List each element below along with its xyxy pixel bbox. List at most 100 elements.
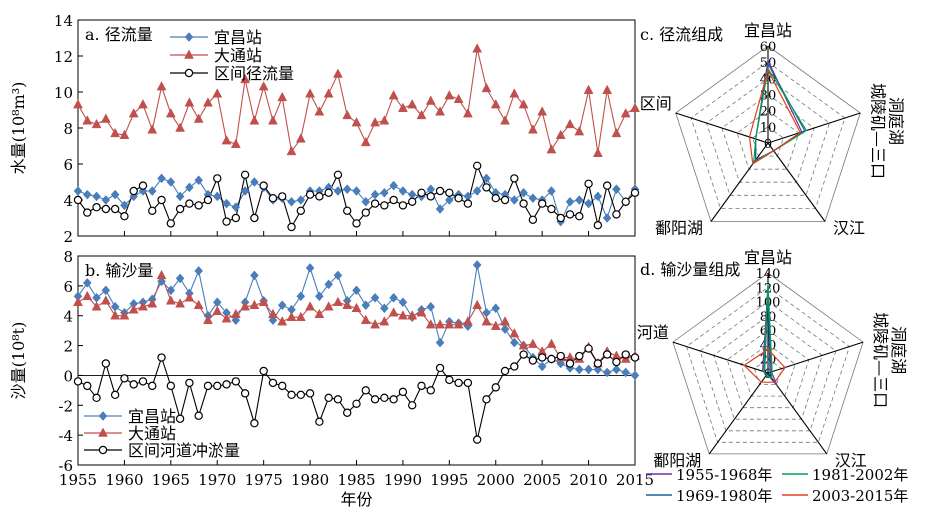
panel-a-series-0-point: [147, 186, 157, 196]
radar-c-axis-label: 宜昌站: [744, 21, 792, 40]
panel-a-series-1-point: [249, 115, 260, 125]
panel-a-series-1-point: [425, 95, 436, 105]
panel-a-series-1-point: [509, 88, 520, 98]
panel-b-series-0-point: [370, 292, 380, 303]
panel-a-series-1-point: [147, 124, 158, 134]
radar-d-tick-label: 80: [760, 310, 777, 325]
panel-b-ylabel: 沙量(10⁸t): [9, 322, 28, 400]
radar-d-tick-label: 140: [756, 267, 781, 282]
panel-b-series-0-point: [426, 301, 436, 312]
radar-c-axis-label: 区间: [640, 94, 672, 113]
panel-a-series-0-point: [380, 187, 389, 198]
panel-a-series-2-point: [547, 204, 556, 214]
radar-c-axis-label: 汉江: [833, 218, 865, 237]
panel-b-series-2-point: [240, 389, 250, 398]
panel-a-series-0-point: [231, 202, 241, 213]
radar-c-axis-label: 鄱阳湖: [655, 218, 703, 237]
panel-b-series-0-point: [333, 270, 343, 281]
panel-a-series-2-point: [380, 201, 389, 210]
panel-b-series-2-point: [166, 381, 176, 391]
panel-a-series-0-point: [509, 195, 519, 205]
panel-a-series-1-point: [518, 99, 529, 109]
panel-b-xtick-label: 1980: [291, 471, 329, 489]
panel-a-series-1-point: [128, 108, 139, 118]
panel-b-series-2-point: [612, 357, 621, 367]
panel-b-series-1-point: [305, 301, 315, 311]
panel-b-xtick-label: 1970: [198, 471, 236, 489]
panel-a-series-0-point: [157, 173, 166, 184]
panel-b-series-2-point: [213, 381, 222, 391]
panel-b-ytick-label: -4: [58, 427, 73, 445]
panel-b-series-2-point: [259, 366, 268, 376]
panel-b-series-1-point: [249, 299, 260, 310]
panel-a-series-0-point: [110, 189, 120, 200]
panel-b-series-0-point: [194, 266, 204, 276]
panel-a-series-1-point: [221, 135, 232, 145]
panel-b-xtick-label: 1990: [384, 471, 422, 489]
panel-b-series-2-point: [426, 386, 435, 395]
panel-b-series-1-point: [212, 305, 223, 315]
panel-b-series-2-point: [537, 353, 547, 362]
radar-c-tick-label: 20: [760, 105, 777, 120]
panel-b-series-1-point: [509, 328, 520, 338]
panel-b-legend-marker: [98, 445, 108, 455]
panel-b-series-2-point: [380, 393, 389, 403]
panel-b-xtick-label: 1985: [337, 471, 375, 489]
panel-a-series-1-point: [193, 113, 204, 123]
panel-a-series-2-point: [138, 181, 148, 190]
panel-a-series-1-point: [565, 118, 575, 129]
panel-a-series-2-point: [259, 181, 268, 190]
radar-legend-label: 1969-1980年: [676, 487, 772, 505]
panel-a-series-2-point: [575, 211, 584, 221]
panel-b-series-0-point: [435, 337, 445, 348]
panel-b-series-2-point: [92, 393, 101, 403]
panel-a-series-1-point: [370, 117, 380, 127]
panel-a-legend-marker: [184, 32, 194, 42]
panel-a-series-1-point: [444, 90, 455, 100]
panel-b-series-1-point: [435, 319, 445, 329]
panel-b-series-2-point: [231, 377, 241, 386]
panel-a-series-2-point: [472, 161, 482, 170]
panel-b-series-1-point: [110, 310, 121, 320]
panel-b-series-2-point: [278, 381, 287, 391]
panel-b-series-0-point: [361, 300, 371, 311]
panel-a-series-0-point: [342, 184, 352, 195]
panel-b-legend-marker: [98, 427, 108, 437]
panel-b-series-1-point: [147, 298, 158, 308]
radar-c-tick-label: 60: [760, 40, 777, 55]
panel-a-series-2-point: [278, 192, 287, 201]
panel-a-series-1-point: [481, 82, 492, 93]
panel-a-series-0-point: [602, 213, 612, 223]
panel-b-series-2-point: [120, 374, 129, 383]
panel-a-series-1-point: [379, 115, 390, 125]
panel-a-series-0-point: [240, 186, 250, 196]
panel-b-legend-label: 大通站: [128, 424, 176, 443]
radar-legend-label: 1955-1968年: [676, 466, 772, 484]
panel-a-series-1-point: [388, 90, 399, 100]
panel-a-series-2-point: [621, 197, 630, 206]
panel-b-series-1-point: [277, 316, 288, 326]
panel-b-xtick-label: 2005: [523, 471, 561, 489]
radar-d-spoke: [672, 341, 769, 374]
panel-a-series-1-point: [416, 109, 427, 120]
panel-b-series-0-point: [277, 300, 287, 311]
panel-a-legend-marker: [184, 68, 194, 78]
panel-b-series-1-point: [453, 319, 464, 329]
radar-d-axis-label: 洞庭湖: [889, 326, 908, 374]
panel-b-series-2-point: [584, 344, 593, 353]
panel-a-series-1-point: [286, 145, 297, 156]
panel-b-legend-marker: [98, 411, 108, 421]
panel-a-series-1-point: [574, 126, 585, 136]
panel-b-series-2-point: [621, 350, 630, 359]
panel-a-series-1-point: [277, 91, 288, 102]
panel-a-series-0-point: [435, 204, 445, 214]
panel-b-series-1-point: [314, 308, 325, 318]
panel-a-series-1-point: [500, 115, 510, 125]
panel-a-series-1-point: [230, 138, 241, 148]
panel-b-series-1-point: [175, 298, 186, 308]
panel-a-series-1-point: [203, 97, 213, 107]
panel-b-series-1-point: [490, 320, 501, 330]
panel-a-series-1-point: [407, 99, 418, 109]
radar-c-title: c. 径流组成: [640, 25, 723, 44]
panel-b-series-2-point: [528, 356, 538, 365]
